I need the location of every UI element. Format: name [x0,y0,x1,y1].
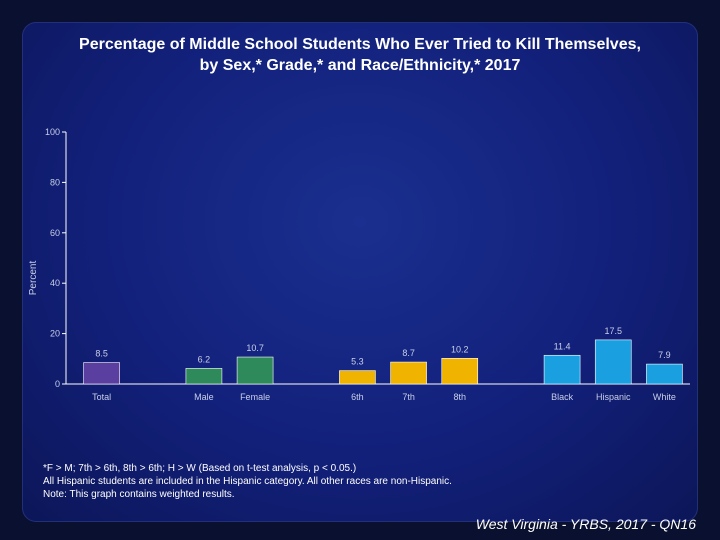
footnote-line-2: All Hispanic students are included in th… [43,476,452,487]
x-tick-label: 6th [351,392,364,402]
data-label: 11.4 [554,341,571,351]
x-tick-label: White [653,392,676,402]
x-tick-label: 8th [453,392,466,402]
bar-8th [441,357,479,385]
x-tick-label: Female [240,392,270,402]
data-label: 17.5 [604,326,622,336]
y-tick-label: 40 [50,278,60,288]
footnote-line-3: Note: This graph contains weighted resul… [43,489,235,500]
data-label: 7.9 [658,350,671,360]
footnote-line-1: *F > M; 7th > 6th, 8th > 6th; H > W (Bas… [43,463,357,474]
chart-panel [22,22,698,522]
y-tick-label: 100 [45,127,60,137]
x-tick-label: Total [92,392,111,402]
data-label: 5.3 [351,357,364,367]
bar-white [646,363,683,385]
chart-title: Percentage of Middle School Students Who… [20,34,700,76]
x-tick-label: Black [551,392,574,402]
data-label: 10.7 [246,343,264,353]
title-line-1: Percentage of Middle School Students Who… [79,36,641,53]
bar-hispanic [594,339,632,385]
footnote: *F > M; 7th > 6th, 8th > 6th; H > W (Bas… [43,462,643,501]
data-label: 8.7 [402,348,415,358]
bar-black [543,354,581,385]
title-line-2: by Sex,* Grade,* and Race/Ethnicity,* 20… [199,57,521,74]
y-tick-label: 0 [55,379,60,389]
x-tick-label: 7th [402,392,415,402]
bar-7th [390,361,427,385]
source-label: West Virginia - YRBS, 2017 - QN16 [475,516,696,532]
x-tick-label: Hispanic [596,392,631,402]
bar-total [83,362,120,385]
y-tick-label: 20 [50,329,60,339]
y-tick-label: 60 [50,228,60,238]
data-label: 8.5 [95,349,108,359]
data-label: 10.2 [451,344,469,354]
x-tick-label: Male [194,392,214,402]
bar-6th [339,370,376,385]
y-axis-label: Percent [28,261,39,296]
y-tick-label: 80 [50,177,60,187]
bar-male [185,368,223,385]
bar-female [236,356,274,385]
data-label: 6.2 [198,354,211,364]
